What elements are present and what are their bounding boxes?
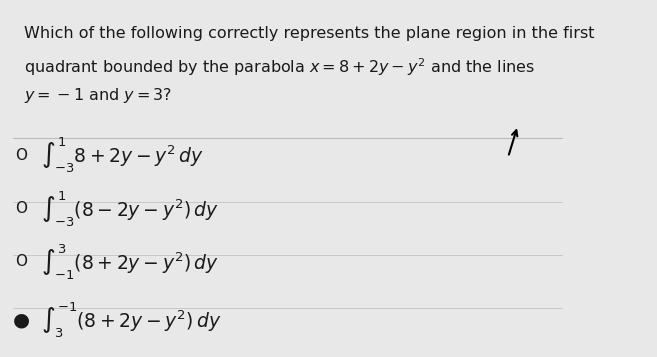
Text: Which of the following correctly represents the plane region in the first: Which of the following correctly represe…: [24, 26, 595, 41]
Text: $\int_{-1}^{3}(8 + 2y - y^2)\,dy$: $\int_{-1}^{3}(8 + 2y - y^2)\,dy$: [41, 242, 219, 282]
Text: quadrant bounded by the parabola $x = 8 + 2y - y^2$ and the lines: quadrant bounded by the parabola $x = 8 …: [24, 56, 535, 78]
Text: ●: ●: [13, 311, 30, 330]
Text: O: O: [15, 148, 28, 163]
Text: $y = -1$ and $y = 3$?: $y = -1$ and $y = 3$?: [24, 86, 172, 105]
Text: $\int_{-3}^{1}(8 - 2y - y^2)\,dy$: $\int_{-3}^{1}(8 - 2y - y^2)\,dy$: [41, 189, 219, 228]
Text: $\int_{3}^{-1}(8 + 2y - y^2)\,dy$: $\int_{3}^{-1}(8 + 2y - y^2)\,dy$: [41, 300, 222, 340]
Text: O: O: [15, 254, 28, 269]
Text: $\int_{-3}^{1} 8 + 2y - y^2\, dy$: $\int_{-3}^{1} 8 + 2y - y^2\, dy$: [41, 136, 204, 175]
Text: O: O: [15, 201, 28, 216]
